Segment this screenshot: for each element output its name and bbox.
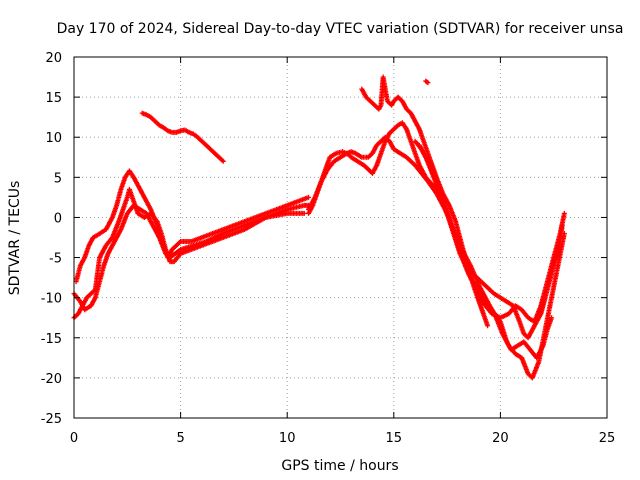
x-tick-label: 0 bbox=[70, 431, 78, 446]
series-track-e bbox=[306, 120, 567, 325]
data-point bbox=[485, 323, 491, 329]
y-tick-label: -20 bbox=[41, 372, 62, 387]
data-point bbox=[425, 80, 431, 86]
series-track-b bbox=[73, 168, 312, 285]
y-tick-label: -25 bbox=[41, 412, 62, 427]
series-track-j bbox=[416, 142, 555, 361]
chart-title: Day 170 of 2024, Sidereal Day-to-day VTE… bbox=[57, 21, 624, 37]
y-tick-label: 10 bbox=[45, 131, 62, 146]
x-tick-label: 25 bbox=[599, 431, 616, 446]
y-tick-label: -10 bbox=[41, 292, 62, 307]
x-tick-label: 10 bbox=[279, 431, 296, 446]
x-tick-label: 15 bbox=[386, 431, 403, 446]
data-point bbox=[424, 79, 430, 85]
y-tick-label: -15 bbox=[41, 332, 62, 347]
y-axis-label: SDTVAR / TECUs bbox=[7, 181, 23, 296]
x-tick-label: 5 bbox=[176, 431, 184, 446]
y-tick-label: 5 bbox=[54, 171, 62, 186]
y-tick-label: -5 bbox=[49, 252, 62, 267]
x-tick-label: 20 bbox=[492, 431, 509, 446]
data-point bbox=[306, 194, 312, 200]
plot-frame bbox=[73, 56, 608, 419]
series-track-g bbox=[359, 74, 491, 329]
data-point bbox=[561, 210, 567, 216]
series-track-i bbox=[423, 78, 431, 86]
y-tick-label: 20 bbox=[45, 51, 62, 66]
series-track-d bbox=[139, 110, 226, 164]
y-tick-label: 15 bbox=[45, 91, 62, 106]
data-point bbox=[559, 222, 565, 228]
y-tick-label: 0 bbox=[54, 211, 62, 226]
grid-lines bbox=[74, 57, 607, 418]
data-points bbox=[71, 74, 567, 381]
series-track-c bbox=[71, 202, 307, 313]
data-point bbox=[549, 315, 555, 321]
data-point bbox=[301, 210, 307, 216]
axis-ticks: 0 5 10 15 20 25 -25 -20 -15 -10 -5 0 5 10 15 20 bbox=[41, 51, 616, 446]
x-axis-label: GPS time / hours bbox=[281, 458, 398, 474]
data-point bbox=[220, 158, 226, 164]
